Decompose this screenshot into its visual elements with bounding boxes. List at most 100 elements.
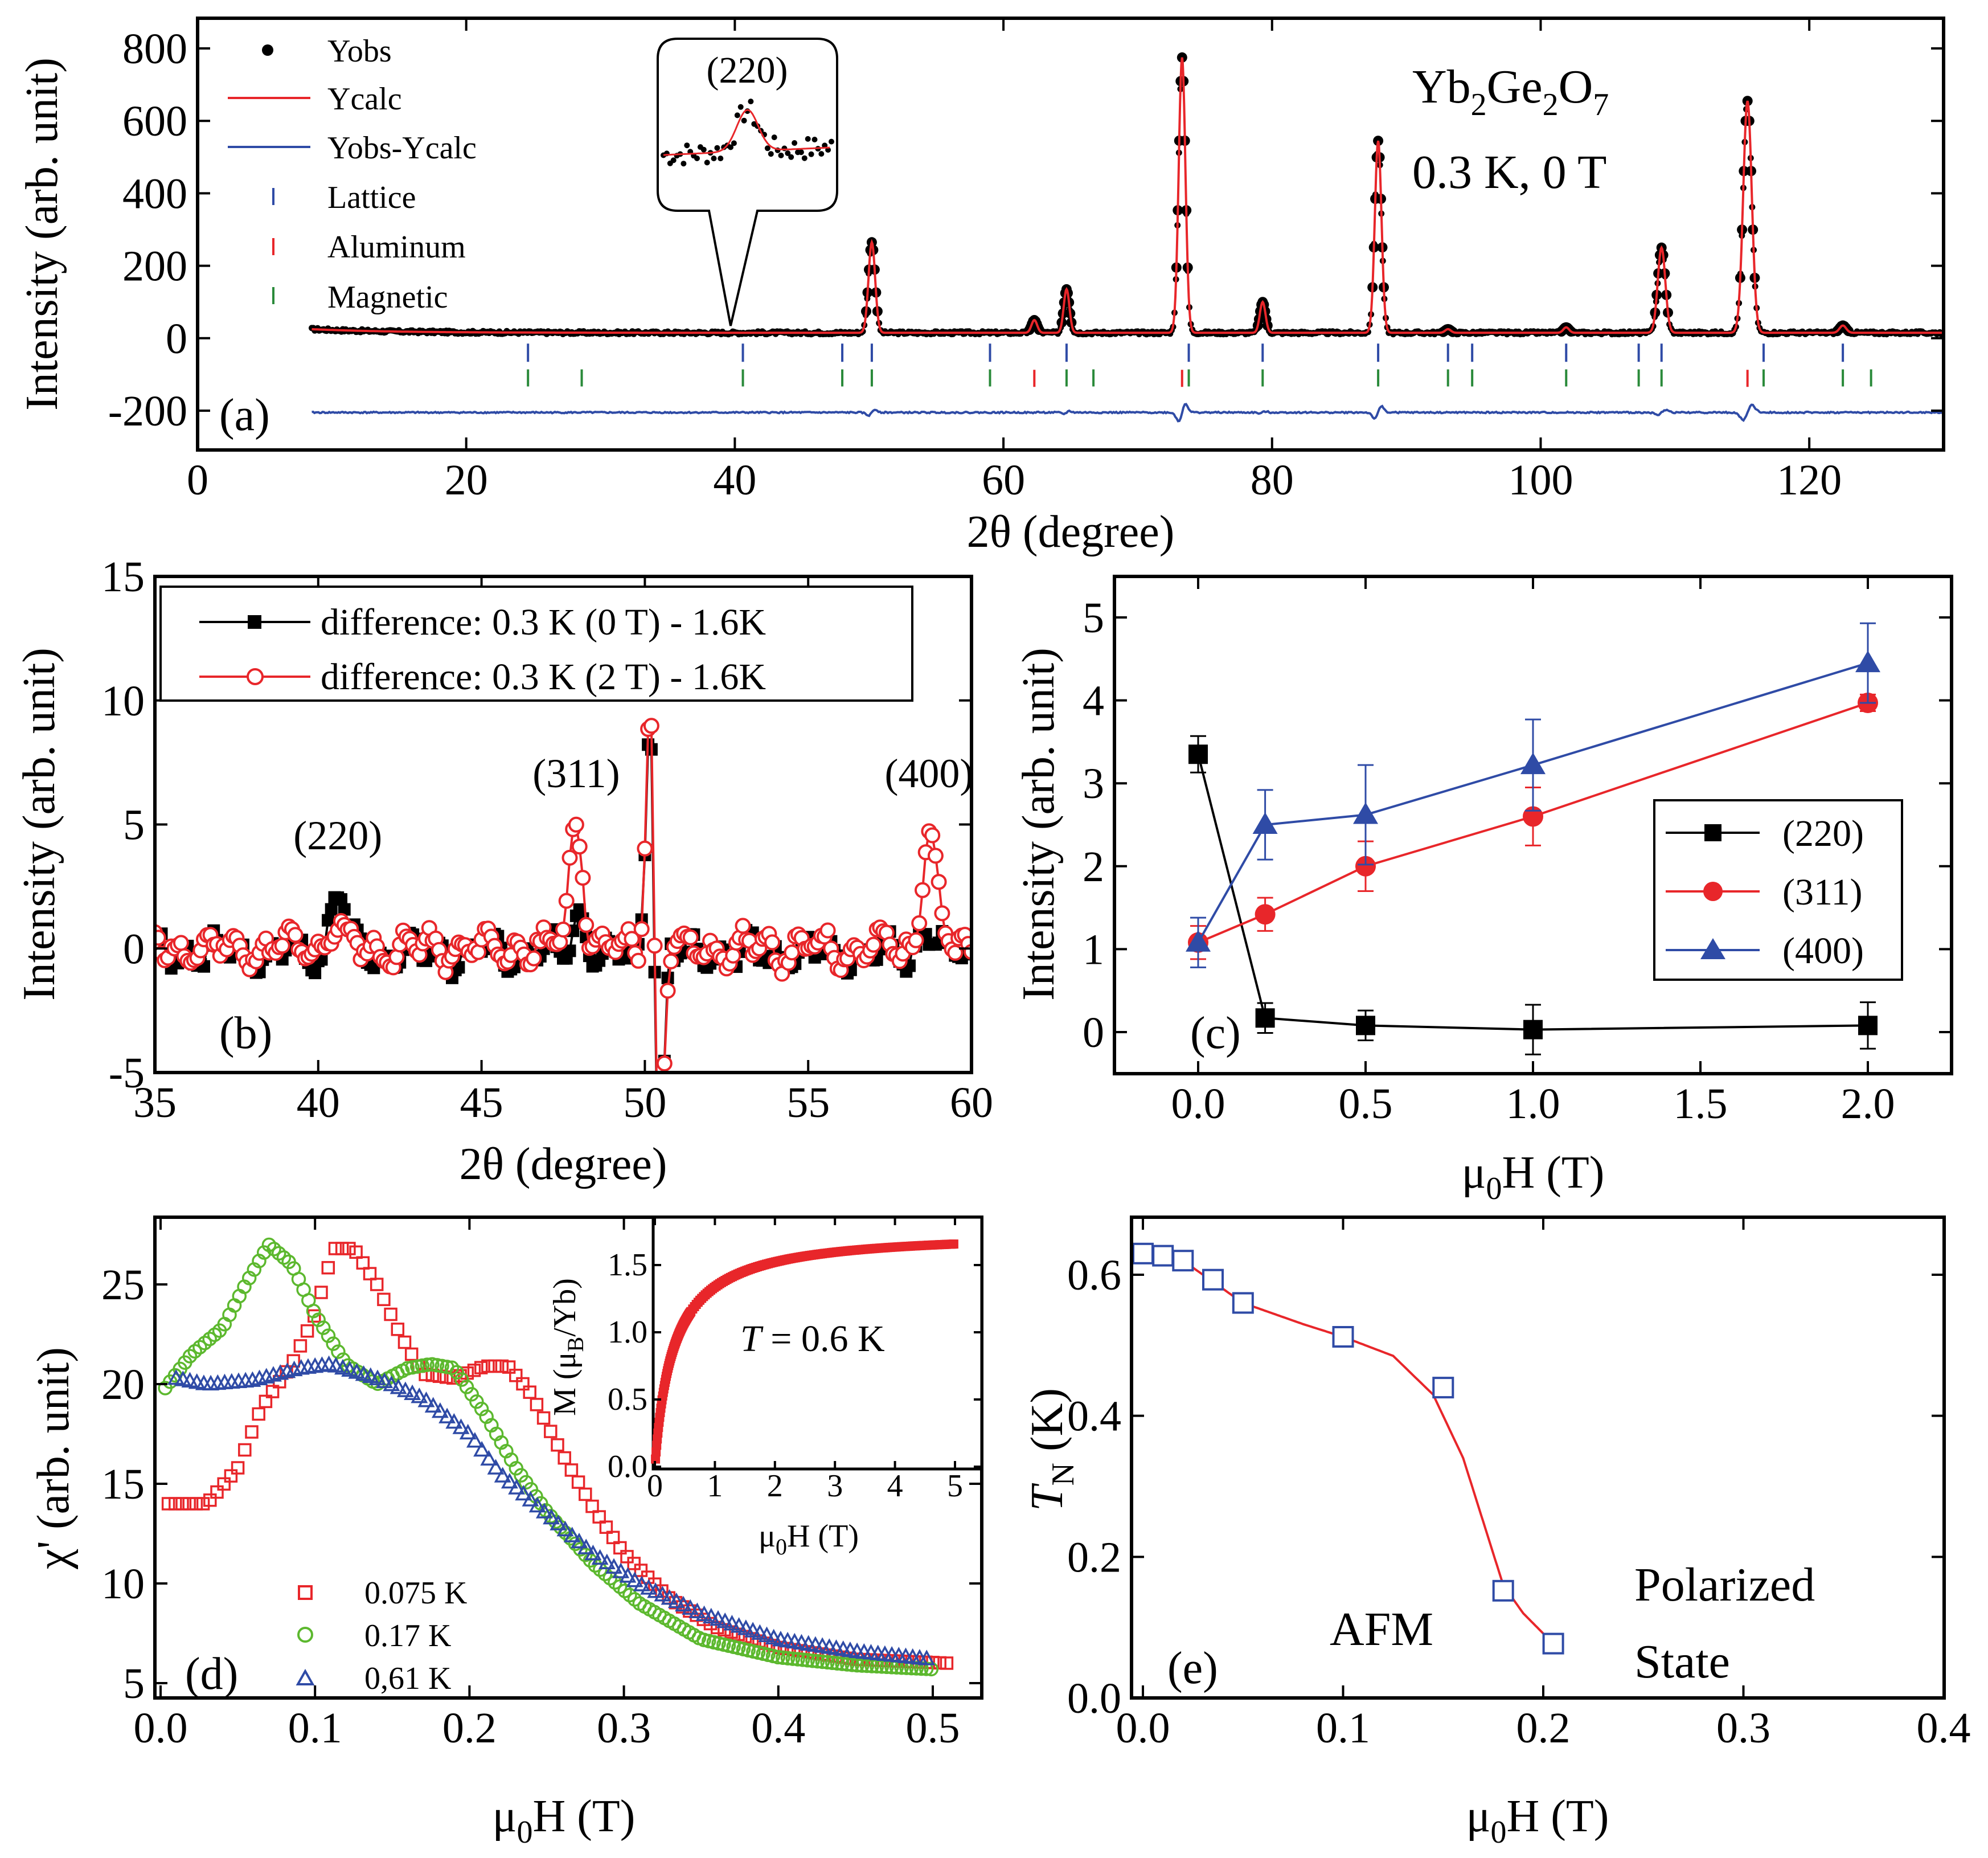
a-xtick-label: 100 xyxy=(1508,456,1573,504)
callout-point xyxy=(734,112,740,118)
series-0t-point xyxy=(338,903,351,916)
chi-point-061K xyxy=(396,1381,414,1397)
tn-point xyxy=(1432,1377,1454,1399)
chi-point-061K xyxy=(417,1392,435,1407)
callout-point xyxy=(801,155,808,161)
chi-point-017K xyxy=(444,1360,460,1376)
c-xtick-label: 0.5 xyxy=(1339,1080,1393,1128)
e-xtick-label: 0.4 xyxy=(1917,1704,1971,1752)
chi-point-017K xyxy=(409,1359,425,1374)
chi-point-0075K xyxy=(391,1323,405,1336)
magnetization-point xyxy=(651,1454,661,1464)
a-xtick-label: 60 xyxy=(982,456,1025,504)
series-2t-point xyxy=(865,936,882,953)
region-state: State xyxy=(1634,1635,1730,1688)
point-circle xyxy=(1255,904,1276,925)
chi-point-0075K xyxy=(363,1267,377,1280)
chi-point-0075K xyxy=(419,1368,432,1381)
callout-point xyxy=(714,145,720,151)
chi-point-0075K xyxy=(933,1656,946,1670)
chi-point-0075K xyxy=(579,1487,592,1501)
point-triangle xyxy=(1186,930,1211,952)
chi-point-061K xyxy=(383,1375,400,1392)
chi-point-061K xyxy=(404,1384,421,1401)
chi-point-061K xyxy=(556,1520,574,1537)
chi-point-0075K xyxy=(328,1242,342,1255)
legend-017: 0.17 K xyxy=(364,1618,451,1654)
inset-ytick-label: 1.0 xyxy=(608,1315,647,1350)
e-xtick-label: 0.2 xyxy=(1516,1704,1571,1752)
legend-400: (400) xyxy=(1782,930,1864,972)
series-2t-point xyxy=(578,916,595,933)
panel-e-frame xyxy=(1130,1216,1946,1700)
inset-ytick-label: 0.0 xyxy=(608,1449,647,1484)
chi-point-0075K xyxy=(300,1324,314,1338)
callout-point xyxy=(728,144,733,150)
chi-point-017K xyxy=(429,1358,445,1373)
series-2t-point xyxy=(659,983,676,999)
chi-point-061K xyxy=(626,1571,643,1587)
series-2t-point xyxy=(911,915,928,931)
chi-point-061K xyxy=(571,1532,588,1549)
chi-point-0075K xyxy=(356,1256,370,1270)
panel-b-ylabel: Intensity (arb. unit) xyxy=(14,648,64,1001)
chi-point-017K xyxy=(459,1380,474,1394)
panel-a-inset-callout: (220) xyxy=(657,38,838,326)
b-ytick-label: 5 xyxy=(123,801,145,849)
legend-diff0-marker xyxy=(248,615,261,629)
chi-point-061K xyxy=(480,1450,498,1466)
legend-220-marker xyxy=(1704,824,1721,841)
panel-c-axes: 0.0 0.5 1.0 1.5 2.0 0 1 2 3 4 5 xyxy=(1083,576,1952,1128)
chi-point-017K xyxy=(454,1372,469,1387)
chi-point-061K xyxy=(682,1599,699,1615)
inset-axes: 0 1 2 3 4 5 0.0 0.5 1.0 1.5 xyxy=(608,1217,982,1504)
d-xtick-label: 0.2 xyxy=(442,1704,497,1752)
series-2t-point xyxy=(624,931,640,947)
chi-point-061K xyxy=(459,1423,477,1440)
legend-box xyxy=(1653,799,1903,981)
d-xtick-label: 0.5 xyxy=(906,1704,960,1752)
chi-point-0075K xyxy=(245,1425,259,1439)
chi-point-0075K xyxy=(293,1339,308,1353)
series-2t-point xyxy=(924,827,941,844)
a-ytick-label: 600 xyxy=(122,97,187,145)
panel-a-title: Yb2Ge2O7 xyxy=(1412,60,1609,122)
chi-point-017K xyxy=(776,1650,790,1665)
chi-point-0075K xyxy=(599,1520,613,1534)
b-ytick-label: 0 xyxy=(123,925,145,973)
chi-point-017K xyxy=(326,1336,341,1351)
a-ytick-label: 400 xyxy=(122,170,187,218)
chi-point-061K xyxy=(535,1503,553,1519)
e-ytick-label: 0.6 xyxy=(1067,1251,1121,1299)
chi-point-061K xyxy=(438,1407,456,1423)
chi-point-0075K xyxy=(620,1550,634,1564)
chi-point-017K xyxy=(800,1653,815,1668)
series-2t-point xyxy=(561,849,578,866)
chi-point-017K xyxy=(435,1358,449,1374)
chi-point-017K xyxy=(924,1661,939,1677)
callout-point xyxy=(798,149,804,155)
chi-point-061K xyxy=(369,1369,386,1385)
legend-311: (311) xyxy=(1782,871,1863,913)
chi-point-0075K xyxy=(551,1438,564,1452)
chi-point-0075K xyxy=(627,1557,641,1570)
chi-point-0075K xyxy=(648,1577,662,1591)
callout-point xyxy=(700,146,707,153)
chi-point-017K xyxy=(405,1360,420,1375)
chi-point-061K xyxy=(647,1582,665,1598)
series-2t-point xyxy=(287,927,304,943)
panel-b-data xyxy=(155,718,972,1073)
chi-point-061K xyxy=(633,1575,650,1591)
tn-point xyxy=(1232,1292,1254,1314)
tn-point xyxy=(1132,1242,1154,1264)
panel-e-ylabel: TN (K) xyxy=(1022,1388,1081,1511)
chi-point-0075K xyxy=(474,1361,488,1374)
c-xtick-label: 1.5 xyxy=(1674,1080,1728,1128)
chi-point-0075K xyxy=(397,1335,412,1349)
chi-point-061K xyxy=(334,1358,351,1375)
chi-point-0075K xyxy=(224,1469,238,1483)
legend-diff2: difference: 0.3 K (2 T) - 1.6K xyxy=(321,656,766,698)
chi-point-0075K xyxy=(571,1475,585,1489)
callout-point xyxy=(785,150,791,156)
chi-point-0075K xyxy=(210,1485,224,1499)
